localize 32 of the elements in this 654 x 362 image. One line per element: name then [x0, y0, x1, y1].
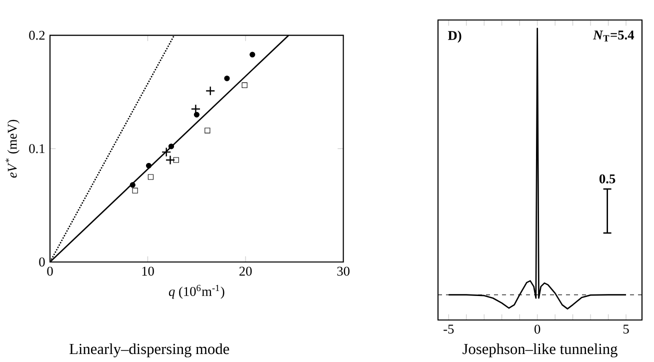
- x-tick-label: 10: [142, 266, 154, 276]
- annotation: N$_{T}$=5.4: [592, 30, 634, 42]
- x-tick-label: 5: [623, 324, 629, 334]
- x-tick-label: 0: [47, 266, 53, 276]
- point: [205, 86, 216, 96]
- text: Linearly–dispersing mode: [70, 343, 230, 358]
- point: [173, 157, 179, 163]
- point: [242, 82, 248, 88]
- annotation: D): [448, 30, 462, 43]
- point: [148, 174, 154, 180]
- y-tick-label: 0: [39, 258, 45, 266]
- y-axis-title: eV$^{*}$ (meV): [6, 120, 20, 178]
- x-tick-label: 0: [534, 324, 540, 334]
- text: Josephson–like tunneling: [462, 343, 618, 358]
- x-tick-label: 20: [239, 266, 252, 276]
- x-tick-label: 30: [337, 266, 350, 276]
- x-tick-label: -5: [444, 324, 454, 334]
- point: [146, 162, 152, 168]
- x-axis-title: q (10$^{6}$m$^{-1}$): [168, 284, 224, 299]
- point: [132, 188, 138, 194]
- point: [130, 182, 136, 188]
- point: [190, 104, 201, 114]
- point: [204, 128, 210, 134]
- point: [194, 112, 200, 118]
- y-tick-label: 0.2: [29, 30, 45, 40]
- point: [165, 155, 176, 165]
- annotation: 0.5: [599, 174, 616, 184]
- y-tick-label: 0.1: [29, 144, 44, 154]
- point: [224, 76, 230, 82]
- point: [161, 147, 172, 157]
- point: [250, 52, 256, 58]
- point: [168, 144, 174, 150]
